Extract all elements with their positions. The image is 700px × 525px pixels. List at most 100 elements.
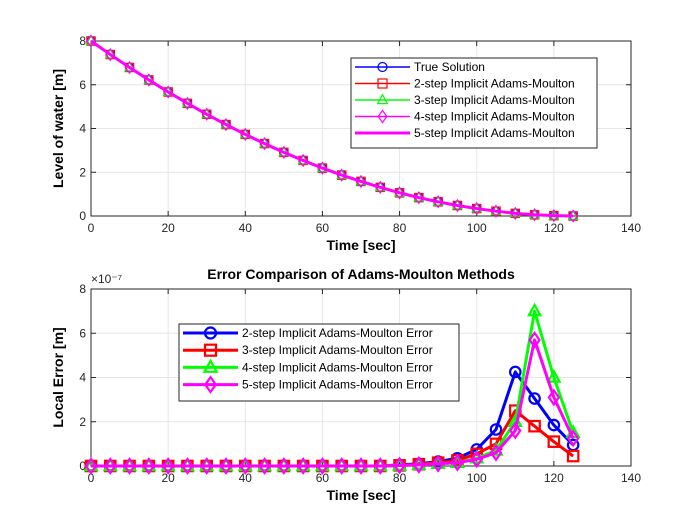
x-tick-label: 120 [544, 471, 564, 485]
x-tick-label: 100 [467, 221, 487, 235]
data-point [104, 457, 117, 475]
legend-label: 3-step Implicit Adams-Moulton [414, 93, 575, 107]
legend-marker [377, 109, 388, 124]
legend: True Solution 2-step Implicit Adams-Moult… [350, 57, 598, 149]
y-axis-label: Local Error [m] [50, 327, 66, 427]
y-tick-label: 6 [79, 326, 86, 340]
x-tick-label: 0 [88, 471, 95, 485]
data-point [123, 457, 136, 475]
data-point [508, 365, 522, 379]
data-point [470, 450, 483, 469]
x-tick-label: 0 [88, 221, 95, 235]
x-tick-label: 140 [621, 471, 641, 485]
y-tick-label: 2 [79, 165, 86, 179]
chart-title: Error Comparison of Adams-Moulton Method… [207, 266, 515, 282]
y-tick-label: 4 [79, 122, 86, 136]
y-tick-label: 6 [79, 78, 86, 92]
legend-marker [202, 358, 219, 373]
y-tick-label: 0 [79, 459, 86, 473]
data-point [510, 206, 520, 221]
data-point [161, 457, 175, 475]
data-point [296, 457, 310, 475]
legend-label: 2-step Implicit Adams-Moulton Error [242, 326, 433, 340]
data-point [451, 453, 464, 472]
legend-marker [203, 326, 218, 340]
data-point [181, 457, 194, 475]
data-point [142, 457, 156, 475]
legend-label: 3-step Implicit Adams-Moulton Error [242, 343, 433, 357]
data-point [219, 457, 233, 475]
x-tick-label: 120 [544, 221, 564, 235]
legend-label: 5-step Implicit Adams-Moulton Error [242, 378, 433, 392]
data-point [200, 457, 213, 475]
y-tick-label: 2 [79, 415, 86, 429]
legend-label: 2-step Implicit Adams-Moulton [414, 77, 575, 91]
series-4 [84, 330, 580, 475]
y-tick-label: 8 [79, 34, 86, 48]
x-tick-label: 140 [621, 221, 641, 235]
data-point [566, 429, 580, 448]
x-tick-label: 80 [393, 221, 407, 235]
y-tick-label: 8 [79, 282, 86, 296]
series-line [90, 39, 574, 218]
data-point [547, 388, 561, 407]
y-tick-label: 0 [79, 209, 86, 223]
plot-local-error: 0 20 40 60 80 100 120 140 0 2 4 6 8 ×10⁻⁷ Time [sec] Lo… [50, 266, 641, 503]
x-tick-label: 20 [161, 221, 175, 235]
data-point [526, 302, 543, 317]
data-point [85, 34, 97, 45]
x-axis-label: Time [sec] [327, 487, 396, 503]
legend-marker [377, 78, 388, 89]
data-point [84, 457, 98, 475]
legend-label: 4-step Implicit Adams-Moulton [414, 110, 575, 124]
data-point [316, 457, 329, 475]
legend-marker [377, 61, 388, 73]
y-tick-label: 4 [79, 371, 86, 385]
data-point [354, 457, 368, 475]
data-point [528, 330, 541, 349]
data-point [489, 443, 503, 462]
x-tick-label: 40 [239, 471, 253, 485]
x-tick-label: 100 [467, 471, 487, 485]
y-exponent-label: ×10⁻⁷ [91, 272, 122, 286]
x-tick-label: 40 [239, 221, 253, 235]
data-point [489, 423, 503, 436]
legend: 2-step Implicit Adams-Moulton Error 3-ste… [178, 323, 460, 402]
data-point [568, 209, 578, 223]
data-point [491, 204, 501, 218]
data-point [528, 419, 541, 433]
data-point [431, 454, 445, 473]
x-tick-label: 60 [316, 221, 330, 235]
legend-marker [376, 93, 389, 105]
data-point [509, 421, 522, 440]
x-axis-label: Time [sec] [327, 237, 396, 253]
data-point [412, 455, 426, 474]
data-point [86, 34, 96, 48]
data-point [393, 456, 406, 475]
legend-marker [203, 343, 218, 357]
data-point [335, 457, 348, 475]
x-tick-label: 20 [161, 471, 175, 485]
data-point [258, 457, 271, 475]
data-point [529, 208, 540, 222]
legend-label: 4-step Implicit Adams-Moulton Error [242, 360, 433, 374]
data-point [239, 457, 252, 475]
data-point [528, 392, 541, 405]
x-tick-label: 80 [393, 471, 407, 485]
y-axis-label: Level of water [m] [50, 69, 66, 188]
data-point [549, 209, 559, 223]
legend-label: True Solution [414, 60, 485, 74]
data-point [277, 457, 291, 475]
data-point [374, 457, 387, 475]
data-point [546, 368, 562, 383]
data-point [566, 449, 580, 463]
data-point [547, 435, 561, 448]
x-tick-label: 60 [316, 471, 330, 485]
plot-water-level: 0 20 40 60 80 100 120 140 0 2 4 6 8 Time [sec] Level o… [50, 34, 641, 253]
series-5 [90, 39, 574, 218]
legend-marker [203, 375, 218, 394]
legend-box [178, 323, 460, 402]
data-point [547, 418, 561, 432]
legend-label: 5-step Implicit Adams-Moulton [414, 126, 575, 140]
